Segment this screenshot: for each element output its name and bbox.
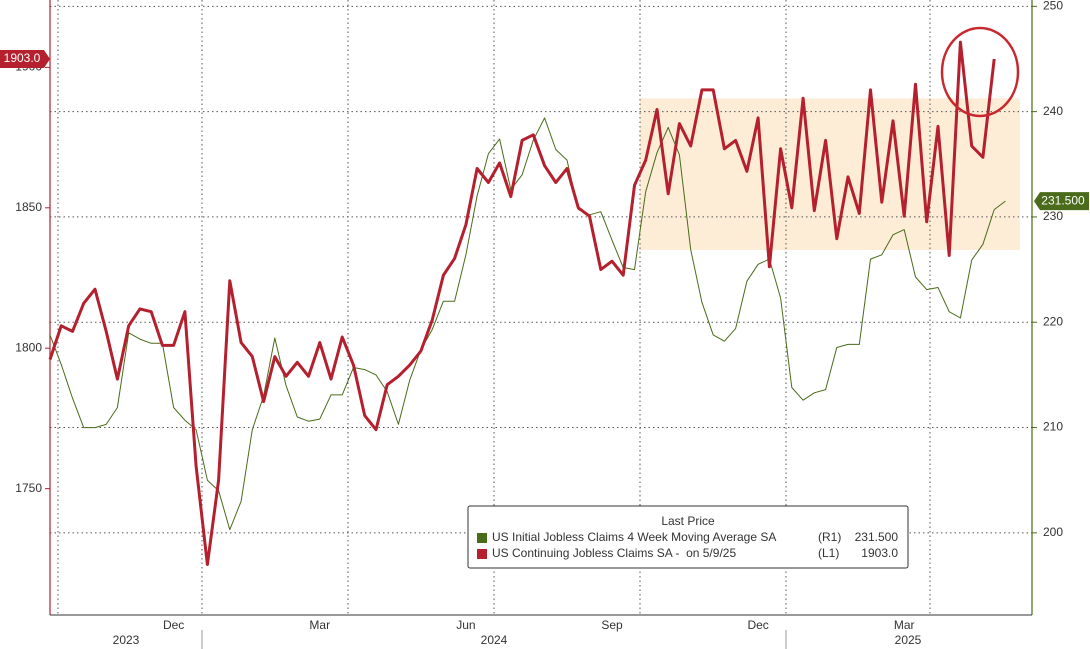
legend-axis-tag: (R1)	[818, 530, 841, 544]
series-line	[48, 40, 996, 566]
x-tick-label: Jun	[456, 618, 475, 632]
y2-tick-label: 200	[1043, 525, 1063, 539]
legend-axis-tag: (L1)	[818, 546, 839, 560]
y2-tick-label: 250	[1043, 0, 1063, 12]
legend-value: 231.500	[855, 530, 899, 544]
x-group-label: 2025	[895, 633, 922, 647]
legend-box	[467, 505, 909, 569]
x-tick-label: Dec	[163, 618, 184, 632]
value-label: 231.500	[1041, 193, 1085, 207]
x-tick-label: Mar	[894, 618, 915, 632]
y2-tick-label: 220	[1043, 314, 1063, 328]
legend-label: US Continuing Jobless Claims SA - on 5/9…	[492, 546, 736, 560]
legend-title: Last Price	[661, 514, 715, 528]
x-tick-label: Mar	[309, 618, 330, 632]
legend-swatch	[477, 549, 487, 559]
series-line	[49, 117, 1006, 531]
y-tick-label: 1800	[15, 340, 42, 354]
legend-value: 1903.0	[861, 546, 898, 560]
value-label: 1903.0	[4, 51, 41, 65]
legend-swatch	[477, 533, 487, 543]
x-group-label: 2024	[481, 633, 508, 647]
legend-label: US Initial Jobless Claims 4 Week Moving …	[492, 530, 776, 544]
y-tick-label: 1750	[15, 481, 42, 495]
x-tick-label: Sep	[601, 618, 623, 632]
x-tick-label: Dec	[747, 618, 768, 632]
y2-tick-label: 230	[1043, 209, 1063, 223]
y-tick-label: 1850	[15, 200, 42, 214]
x-group-label: 2023	[113, 633, 140, 647]
annotation-circle	[940, 26, 1020, 118]
value-tag	[0, 49, 50, 68]
y2-tick-label: 240	[1043, 104, 1063, 118]
y2-tick-label: 210	[1043, 420, 1063, 434]
value-tag	[1034, 192, 1089, 211]
legend: Last Price US Initial Jobless Claims 4 We…	[467, 505, 909, 569]
